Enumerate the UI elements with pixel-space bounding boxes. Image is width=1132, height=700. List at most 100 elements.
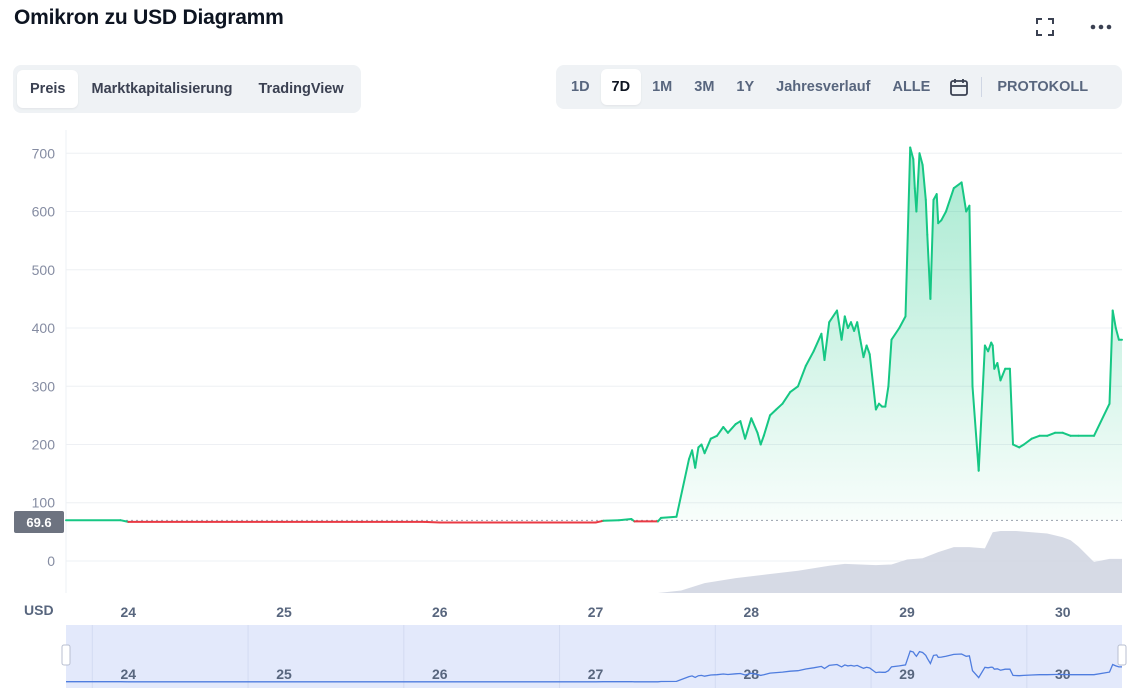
price-line-segment: [722, 426, 729, 434]
range-7d[interactable]: 7D: [600, 69, 642, 105]
price-line-segment: [996, 362, 1002, 382]
y-tick-label: 500: [32, 262, 56, 278]
price-line-segment: [915, 152, 921, 213]
y-tick-label: 400: [32, 320, 56, 336]
price-line-segment: [1022, 437, 1033, 446]
price-line-segment: [1114, 327, 1120, 341]
navigator-tick-label: 25: [276, 666, 292, 682]
price-line-segment: [898, 315, 907, 329]
price-line-segment: [775, 402, 784, 411]
price-line-segment: [935, 193, 940, 225]
current-price-label: 69.6: [14, 511, 64, 533]
tab-preis[interactable]: Preis: [17, 70, 79, 108]
price-line-segment: [1012, 443, 1021, 449]
range-1m[interactable]: 1M: [652, 79, 673, 95]
x-tick-label: 30: [1055, 604, 1071, 620]
navigator-handle-right[interactable]: [1117, 644, 1127, 666]
price-line-segment: [700, 443, 706, 455]
price-line-segment: [1108, 309, 1114, 405]
price-line-segment: [820, 332, 826, 361]
range-3m[interactable]: 3M: [694, 79, 715, 95]
price-line-segment: [762, 414, 771, 437]
y-tick-label: 300: [32, 378, 56, 394]
price-line-segment: [750, 417, 759, 434]
price-line-segment: [823, 321, 831, 361]
price-line-segment: [836, 309, 843, 341]
price-line-segment: [924, 198, 929, 236]
price-line-segment: [865, 344, 871, 356]
price-line-segment: [602, 519, 620, 522]
range-1y[interactable]: 1Y: [736, 79, 755, 95]
price-line-segment: [890, 327, 901, 341]
tab-tradingview[interactable]: TradingView: [258, 81, 344, 97]
price-line-segment: [940, 210, 947, 222]
price-line-segment: [887, 338, 893, 388]
navigator-handle-left[interactable]: [61, 644, 71, 666]
x-tick-label: 29: [899, 604, 915, 620]
price-line-segment: [759, 434, 765, 446]
price-line-segment: [929, 198, 935, 300]
range-jahresverlauf[interactable]: Jahresverlauf: [776, 79, 871, 95]
view-tabs: Preis Marktkapitalisierung TradingView: [13, 65, 361, 113]
price-line-segment: [423, 520, 441, 524]
price-line-segment: [594, 519, 605, 524]
price-line-segment: [912, 158, 916, 190]
price-line-segment: [862, 344, 868, 359]
price-chart[interactable]: 0 100 200 300 400 500 600 700 24 25 26 27 28 29 30 24 2…: [0, 120, 1132, 700]
price-line-segment: [884, 385, 890, 408]
price-line-segment: [904, 146, 912, 318]
y-tick-label: 200: [32, 436, 56, 452]
calendar-icon[interactable]: [941, 69, 977, 105]
price-line-segment: [694, 446, 700, 469]
price-line-segment: [999, 367, 1007, 382]
navigator-tick-label: 27: [588, 666, 604, 682]
price-line-segment: [874, 402, 880, 411]
range-alle[interactable]: ALLE: [892, 79, 931, 95]
price-line-segment: [1008, 367, 1014, 446]
page-title: Omikron zu USD Diagramm: [14, 6, 284, 29]
tab-marktkapitalisierung[interactable]: Marktkapitalisierung: [91, 81, 233, 97]
price-line-segment: [991, 344, 996, 370]
price-line-segment: [859, 338, 865, 359]
range-1d[interactable]: 1D: [571, 79, 590, 95]
price-line-segment: [789, 385, 799, 394]
navigator-tick-label: 26: [432, 666, 448, 682]
price-line-segment: [617, 518, 633, 522]
price-line-segment: [812, 332, 823, 353]
log-scale-toggle[interactable]: PROTOKOLL: [997, 79, 1089, 95]
price-line-segment: [716, 426, 725, 437]
price-line-segment: [843, 315, 849, 329]
price-line-segment: [1111, 309, 1117, 329]
price-line-segment: [804, 350, 815, 367]
x-tick-label: 28: [744, 604, 760, 620]
price-line-segment: [960, 181, 968, 213]
x-tick-label: 25: [276, 604, 292, 620]
price-line-segment: [921, 163, 927, 201]
price-line-segment: [987, 341, 993, 353]
price-line-segment: [119, 519, 130, 523]
price-line-segment: [945, 187, 955, 213]
volume-area: [66, 531, 1122, 593]
price-line-segment: [769, 408, 778, 417]
navigator-tick-label: 28: [744, 666, 760, 682]
price-line-segment: [744, 417, 753, 440]
price-line-segment: [660, 515, 678, 519]
x-tick-label: 27: [588, 604, 604, 620]
price-line-segment: [797, 364, 807, 388]
price-line-segment: [828, 309, 838, 324]
y-tick-label: 0: [47, 553, 55, 569]
price-line-segment: [971, 385, 980, 472]
price-line-segment: [952, 181, 963, 190]
more-horizontal-icon[interactable]: [1088, 14, 1114, 40]
navigator-tick-label: 24: [121, 666, 137, 682]
price-line-segment: [840, 315, 846, 341]
x-tick-label: 26: [432, 604, 448, 620]
price-line-segment: [1093, 402, 1111, 437]
navigator-line: [66, 650, 1122, 683]
fullscreen-icon[interactable]: [1032, 14, 1058, 40]
price-line-segment: [968, 204, 974, 388]
price-line-segment: [909, 146, 915, 161]
y-tick-label: 700: [32, 145, 56, 161]
price-line-segment: [709, 434, 718, 440]
price-line-segment: [856, 321, 862, 341]
